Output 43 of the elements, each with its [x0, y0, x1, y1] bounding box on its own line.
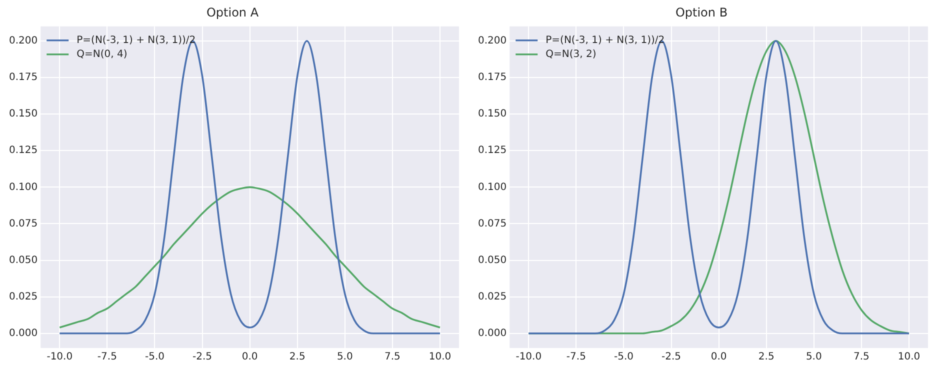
x-tick-label: 0.0 — [710, 352, 727, 363]
x-tick-label: -5.0 — [144, 352, 164, 363]
x-tick-label: 10.0 — [428, 352, 452, 363]
x-tick-label: -7.5 — [566, 352, 586, 363]
y-tick-label: 0.025 — [8, 291, 38, 302]
x-tick-label: 7.5 — [853, 352, 870, 363]
y-tick-label: 0.150 — [478, 108, 507, 120]
x-tick-label: 5.0 — [336, 352, 353, 363]
y-tick-label: 0.000 — [8, 328, 38, 339]
x-tick-label: 5.0 — [806, 352, 822, 363]
x-tick-label: 10.0 — [898, 352, 920, 363]
x-tick-label: 7.5 — [384, 352, 400, 363]
y-tick-label: 0.075 — [8, 218, 38, 230]
legend-label: P=(N(-3, 1) + N(3, 1))/2 — [76, 34, 196, 46]
y-tick-label: 0.100 — [478, 182, 507, 193]
y-tick-label: 0.075 — [478, 218, 507, 230]
legend-label: Q=N(0, 4) — [76, 48, 128, 60]
x-tick-label: 0.0 — [242, 352, 258, 363]
chart-title: Option B — [675, 5, 728, 20]
y-tick-label: 0.150 — [8, 108, 38, 120]
x-tick-label: 2.5 — [758, 352, 774, 363]
y-tick-label: 0.200 — [478, 36, 507, 47]
x-tick-label: -2.5 — [192, 352, 212, 363]
y-tick-label: 0.175 — [8, 72, 38, 84]
y-tick-label: 0.025 — [478, 291, 507, 302]
y-tick-label: 0.000 — [478, 328, 507, 339]
y-tick-label: 0.050 — [8, 254, 38, 266]
legend-label: Q=N(3, 2) — [546, 48, 596, 60]
y-tick-label: 0.200 — [8, 36, 38, 47]
x-tick-label: -5.0 — [614, 352, 634, 363]
chart-title: Option A — [206, 5, 260, 20]
x-tick-label: -2.5 — [662, 352, 682, 363]
y-tick-label: 0.100 — [8, 182, 38, 193]
x-tick-label: -7.5 — [97, 352, 117, 363]
x-tick-label: 2.5 — [289, 352, 306, 363]
y-tick-label: 0.175 — [478, 72, 507, 84]
line-series — [58, 186, 441, 328]
legend-label: P=(N(-3, 1) + N(3, 1))/2 — [546, 34, 665, 46]
y-tick-label: 0.050 — [478, 254, 507, 266]
y-tick-label: 0.125 — [8, 145, 38, 156]
x-tick-label: -10.0 — [516, 352, 542, 363]
y-tick-label: 0.125 — [478, 145, 507, 156]
x-tick-label: -10.0 — [46, 352, 73, 363]
